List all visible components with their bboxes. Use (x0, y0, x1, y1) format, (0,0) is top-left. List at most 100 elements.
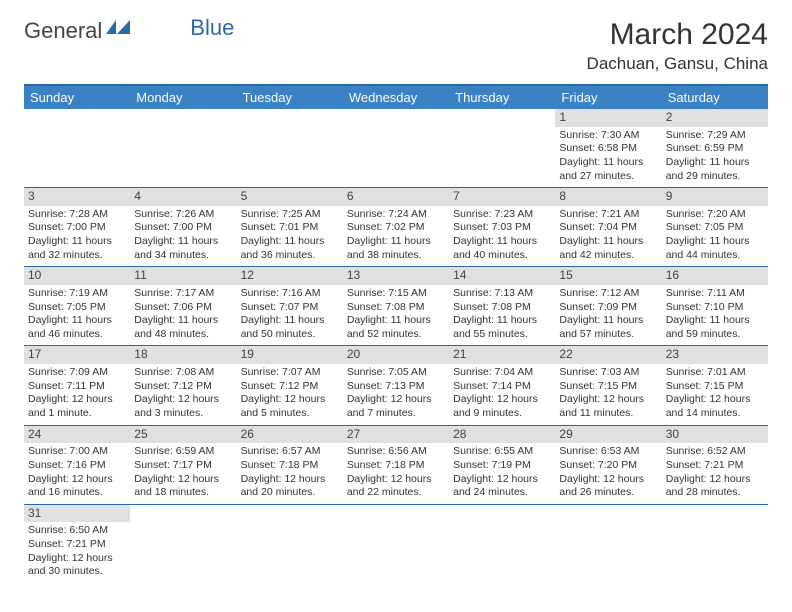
day-number (343, 505, 449, 523)
detail-line: Daylight: 11 hours (453, 235, 551, 249)
day-cell: 4Sunrise: 7:26 AMSunset: 7:00 PMDaylight… (130, 188, 236, 266)
day-details: Sunrise: 7:16 AMSunset: 7:07 PMDaylight:… (237, 285, 343, 346)
detail-line: Sunrise: 7:29 AM (666, 129, 764, 143)
header: General Blue March 2024 Dachuan, Gansu, … (24, 18, 768, 74)
detail-line: Daylight: 11 hours (134, 314, 232, 328)
detail-line: and 34 minutes. (134, 249, 232, 263)
detail-line: Daylight: 12 hours (241, 473, 339, 487)
day-number (555, 505, 661, 523)
day-cell: 21Sunrise: 7:04 AMSunset: 7:14 PMDayligh… (449, 346, 555, 424)
detail-line: Sunset: 7:03 PM (453, 221, 551, 235)
day-details: Sunrise: 6:59 AMSunset: 7:17 PMDaylight:… (130, 443, 236, 504)
day-details (343, 127, 449, 133)
day-number: 24 (24, 426, 130, 444)
detail-line: Daylight: 11 hours (666, 314, 764, 328)
detail-line: and 59 minutes. (666, 328, 764, 342)
day-cell: 5Sunrise: 7:25 AMSunset: 7:01 PMDaylight… (237, 188, 343, 266)
detail-line: and 46 minutes. (28, 328, 126, 342)
day-details: Sunrise: 6:56 AMSunset: 7:18 PMDaylight:… (343, 443, 449, 504)
detail-line: Sunrise: 6:55 AM (453, 445, 551, 459)
detail-line: Sunset: 7:08 PM (453, 301, 551, 315)
detail-line: Sunset: 6:59 PM (666, 142, 764, 156)
day-details (130, 522, 236, 528)
detail-line: and 16 minutes. (28, 486, 126, 500)
day-number: 9 (662, 188, 768, 206)
day-number: 30 (662, 426, 768, 444)
calendar: Sunday Monday Tuesday Wednesday Thursday… (24, 84, 768, 583)
day-cell: 15Sunrise: 7:12 AMSunset: 7:09 PMDayligh… (555, 267, 661, 345)
week-row: 1Sunrise: 7:30 AMSunset: 6:58 PMDaylight… (24, 109, 768, 188)
dayname: Tuesday (237, 86, 343, 109)
detail-line: Sunset: 7:15 PM (559, 380, 657, 394)
detail-line: Sunrise: 7:00 AM (28, 445, 126, 459)
detail-line: Sunset: 7:18 PM (347, 459, 445, 473)
detail-line: and 22 minutes. (347, 486, 445, 500)
detail-line: Daylight: 11 hours (559, 314, 657, 328)
detail-line: Daylight: 11 hours (241, 314, 339, 328)
day-details (24, 127, 130, 133)
day-cell: 20Sunrise: 7:05 AMSunset: 7:13 PMDayligh… (343, 346, 449, 424)
detail-line: Sunset: 7:00 PM (28, 221, 126, 235)
detail-line: Sunrise: 7:09 AM (28, 366, 126, 380)
detail-line: Daylight: 12 hours (347, 473, 445, 487)
day-number (449, 505, 555, 523)
detail-line: Sunrise: 6:53 AM (559, 445, 657, 459)
day-details: Sunrise: 6:53 AMSunset: 7:20 PMDaylight:… (555, 443, 661, 504)
dayname: Saturday (662, 86, 768, 109)
day-cell (130, 505, 236, 583)
detail-line: Sunset: 7:13 PM (347, 380, 445, 394)
detail-line: and 1 minute. (28, 407, 126, 421)
detail-line: Daylight: 11 hours (453, 314, 551, 328)
detail-line: Sunset: 7:20 PM (559, 459, 657, 473)
detail-line: Sunset: 7:09 PM (559, 301, 657, 315)
detail-line: and 26 minutes. (559, 486, 657, 500)
detail-line: and 28 minutes. (666, 486, 764, 500)
detail-line: Sunset: 7:17 PM (134, 459, 232, 473)
day-details (343, 522, 449, 528)
detail-line: Sunrise: 7:13 AM (453, 287, 551, 301)
detail-line: and 30 minutes. (28, 565, 126, 579)
day-cell: 30Sunrise: 6:52 AMSunset: 7:21 PMDayligh… (662, 426, 768, 504)
day-number: 22 (555, 346, 661, 364)
detail-line: Daylight: 11 hours (666, 235, 764, 249)
day-number: 16 (662, 267, 768, 285)
day-number: 19 (237, 346, 343, 364)
detail-line: and 7 minutes. (347, 407, 445, 421)
day-number (24, 109, 130, 127)
detail-line: Daylight: 12 hours (28, 552, 126, 566)
detail-line: Sunset: 7:14 PM (453, 380, 551, 394)
detail-line: Daylight: 12 hours (241, 393, 339, 407)
detail-line: Sunrise: 7:25 AM (241, 208, 339, 222)
detail-line: and 48 minutes. (134, 328, 232, 342)
day-cell: 27Sunrise: 6:56 AMSunset: 7:18 PMDayligh… (343, 426, 449, 504)
detail-line: Sunset: 7:15 PM (666, 380, 764, 394)
dayname: Sunday (24, 86, 130, 109)
detail-line: Sunrise: 7:17 AM (134, 287, 232, 301)
detail-line: Sunset: 7:12 PM (134, 380, 232, 394)
day-details: Sunrise: 6:55 AMSunset: 7:19 PMDaylight:… (449, 443, 555, 504)
detail-line: Sunrise: 6:50 AM (28, 524, 126, 538)
detail-line: Sunrise: 7:19 AM (28, 287, 126, 301)
detail-line: Sunrise: 7:20 AM (666, 208, 764, 222)
day-details: Sunrise: 7:09 AMSunset: 7:11 PMDaylight:… (24, 364, 130, 425)
detail-line: and 32 minutes. (28, 249, 126, 263)
day-details: Sunrise: 7:01 AMSunset: 7:15 PMDaylight:… (662, 364, 768, 425)
logo-flag-icon (106, 18, 132, 44)
detail-line: Sunset: 7:12 PM (241, 380, 339, 394)
detail-line: Daylight: 11 hours (347, 235, 445, 249)
logo: General Blue (24, 18, 234, 44)
day-details (449, 522, 555, 528)
day-cell (343, 109, 449, 187)
day-details: Sunrise: 7:11 AMSunset: 7:10 PMDaylight:… (662, 285, 768, 346)
day-number (343, 109, 449, 127)
day-details (130, 127, 236, 133)
detail-line: and 55 minutes. (453, 328, 551, 342)
day-cell: 10Sunrise: 7:19 AMSunset: 7:05 PMDayligh… (24, 267, 130, 345)
day-details: Sunrise: 6:52 AMSunset: 7:21 PMDaylight:… (662, 443, 768, 504)
detail-line: and 18 minutes. (134, 486, 232, 500)
day-cell: 24Sunrise: 7:00 AMSunset: 7:16 PMDayligh… (24, 426, 130, 504)
detail-line: Sunrise: 6:52 AM (666, 445, 764, 459)
detail-line: Sunrise: 7:30 AM (559, 129, 657, 143)
detail-line: Sunrise: 7:01 AM (666, 366, 764, 380)
day-number: 12 (237, 267, 343, 285)
